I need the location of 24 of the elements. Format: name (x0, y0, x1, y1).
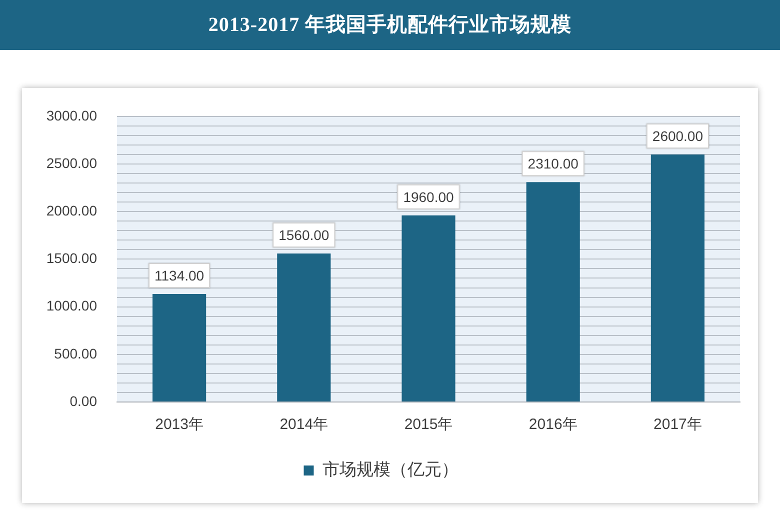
data-label: 1560.00 (278, 226, 330, 243)
y-tick-label: 3000.00 (46, 107, 98, 124)
chart-title: 2013-2017 年我国手机配件行业市场规模 (0, 0, 780, 50)
data-label: 1134.00 (154, 267, 204, 284)
y-tick-label: 2000.00 (46, 202, 98, 218)
x-tick-label: 2014年 (280, 416, 328, 434)
bar (277, 253, 331, 402)
bar (402, 215, 456, 402)
y-tick-label: 0.00 (70, 392, 98, 409)
data-label: 1960.00 (403, 188, 454, 205)
y-tick-label: 1000.00 (46, 298, 98, 314)
bar (526, 182, 580, 402)
x-tick-label: 2013年 (155, 416, 204, 434)
y-tick-label: 1500.00 (46, 250, 98, 266)
legend-label: 市场规模（亿元） (322, 460, 458, 480)
data-label: 2310.00 (528, 155, 579, 172)
y-tick-label: 500.00 (54, 345, 98, 362)
bar (650, 154, 704, 402)
y-tick-label: 2500.00 (46, 154, 98, 171)
x-tick-label: 2015年 (404, 416, 453, 434)
x-tick-label: 2017年 (654, 416, 702, 434)
x-tick-label: 2016年 (528, 416, 578, 434)
data-label: 2600.00 (652, 128, 704, 144)
bar (152, 294, 206, 402)
